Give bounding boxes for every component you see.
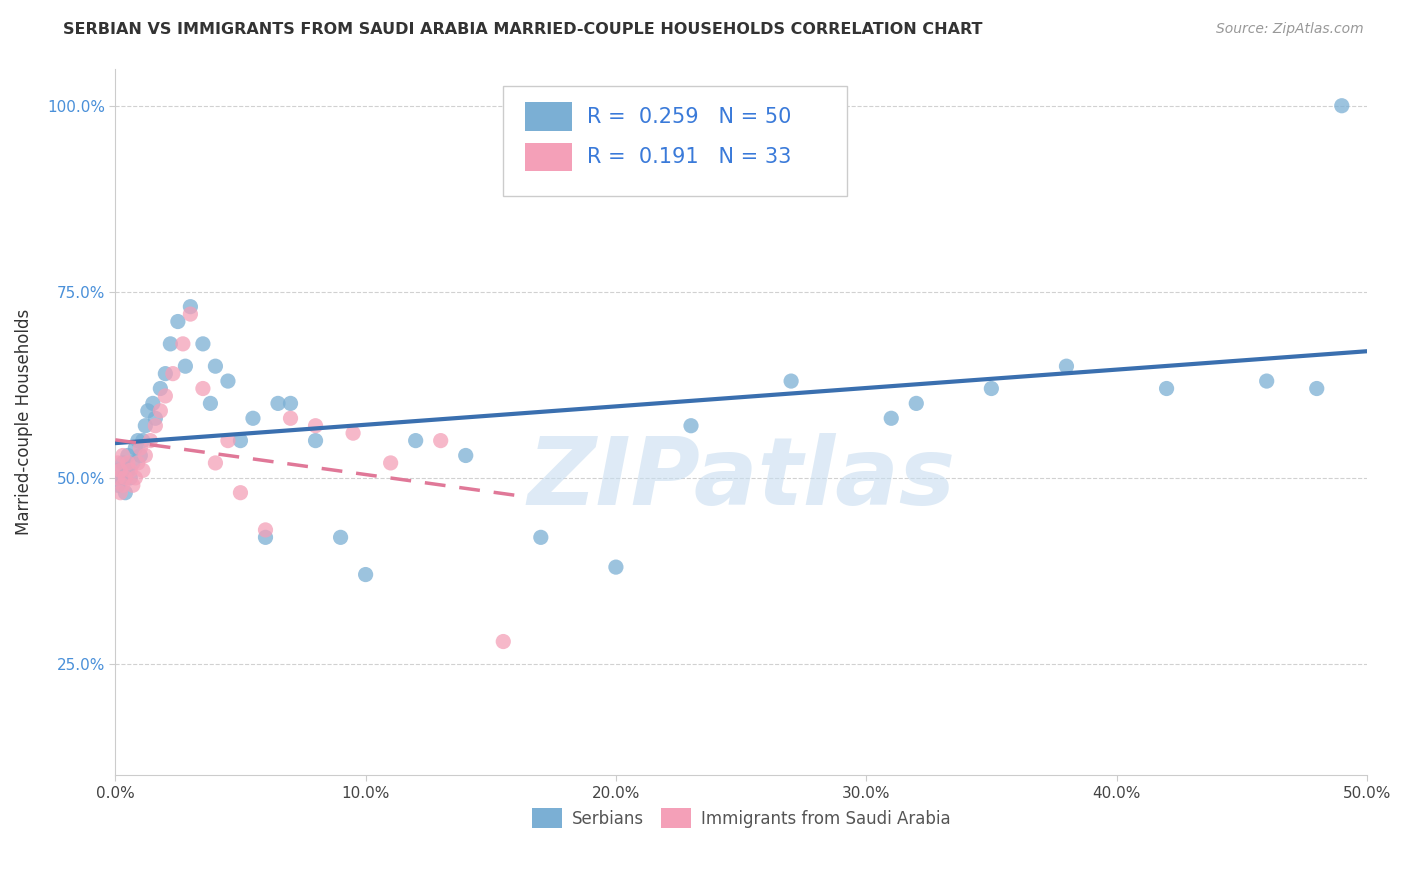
Point <box>167 314 190 328</box>
Point <box>129 449 152 463</box>
Point <box>111 478 134 492</box>
Point <box>780 374 803 388</box>
Point <box>1306 382 1329 396</box>
Bar <box>524 103 572 131</box>
Point <box>124 471 146 485</box>
Y-axis label: Married-couple Households: Married-couple Households <box>15 309 32 535</box>
Point <box>132 434 155 448</box>
Point <box>134 449 156 463</box>
Point <box>134 418 156 433</box>
Point <box>980 382 1002 396</box>
Point <box>304 434 326 448</box>
Text: Source: ZipAtlas.com: Source: ZipAtlas.com <box>1216 22 1364 37</box>
Point <box>254 530 277 544</box>
Point <box>117 463 139 477</box>
Point <box>143 418 166 433</box>
Point <box>229 434 252 448</box>
Point <box>530 530 553 544</box>
Text: ZIPatlas: ZIPatlas <box>527 433 955 524</box>
Point <box>117 456 139 470</box>
Point <box>191 336 214 351</box>
Point <box>155 367 177 381</box>
Point <box>342 426 364 441</box>
Point <box>136 404 159 418</box>
Point <box>114 471 136 485</box>
Point <box>114 471 136 485</box>
Point <box>880 411 903 425</box>
Bar <box>524 143 572 171</box>
Point <box>179 300 201 314</box>
Point <box>162 367 184 381</box>
Point <box>174 359 197 374</box>
Point <box>429 434 451 448</box>
Point <box>1156 382 1178 396</box>
Point <box>117 449 139 463</box>
Point <box>129 441 152 455</box>
Point <box>127 434 149 448</box>
Point <box>405 434 427 448</box>
Point <box>120 463 142 477</box>
Point <box>107 463 129 477</box>
Text: R =  0.259   N = 50: R = 0.259 N = 50 <box>588 106 792 127</box>
Point <box>107 471 129 485</box>
Point <box>127 456 149 470</box>
Point <box>280 411 302 425</box>
Point <box>217 374 239 388</box>
Point <box>204 456 226 470</box>
Point <box>217 434 239 448</box>
FancyBboxPatch shape <box>503 87 848 195</box>
Point <box>121 478 143 492</box>
Point <box>204 359 226 374</box>
Point <box>107 456 129 470</box>
Point <box>605 560 627 574</box>
Point <box>107 478 129 492</box>
Text: R =  0.191   N = 33: R = 0.191 N = 33 <box>588 147 792 167</box>
Point <box>329 530 352 544</box>
Point <box>114 485 136 500</box>
Point <box>159 336 181 351</box>
Point <box>267 396 290 410</box>
Point <box>120 471 142 485</box>
Point <box>492 634 515 648</box>
Point <box>200 396 222 410</box>
Text: SERBIAN VS IMMIGRANTS FROM SAUDI ARABIA MARRIED-COUPLE HOUSEHOLDS CORRELATION CH: SERBIAN VS IMMIGRANTS FROM SAUDI ARABIA … <box>63 22 983 37</box>
Point <box>254 523 277 537</box>
Point <box>179 307 201 321</box>
Point <box>149 382 172 396</box>
Point <box>124 441 146 455</box>
Point <box>110 485 132 500</box>
Point <box>172 336 194 351</box>
Point <box>1330 99 1353 113</box>
Point <box>132 463 155 477</box>
Point <box>143 411 166 425</box>
Point <box>679 418 702 433</box>
Point <box>905 396 928 410</box>
Point <box>242 411 264 425</box>
Point <box>110 471 132 485</box>
Point <box>121 456 143 470</box>
Point <box>454 449 477 463</box>
Point <box>304 418 326 433</box>
Point <box>1054 359 1077 374</box>
Legend: Serbians, Immigrants from Saudi Arabia: Serbians, Immigrants from Saudi Arabia <box>526 802 957 834</box>
Point <box>280 396 302 410</box>
Point <box>1256 374 1278 388</box>
Point <box>380 456 402 470</box>
Point <box>111 456 134 470</box>
Point <box>142 396 165 410</box>
Point <box>149 404 172 418</box>
Point <box>139 434 162 448</box>
Point <box>229 485 252 500</box>
Point <box>155 389 177 403</box>
Point <box>191 382 214 396</box>
Point <box>110 463 132 477</box>
Point <box>111 449 134 463</box>
Point <box>354 567 377 582</box>
